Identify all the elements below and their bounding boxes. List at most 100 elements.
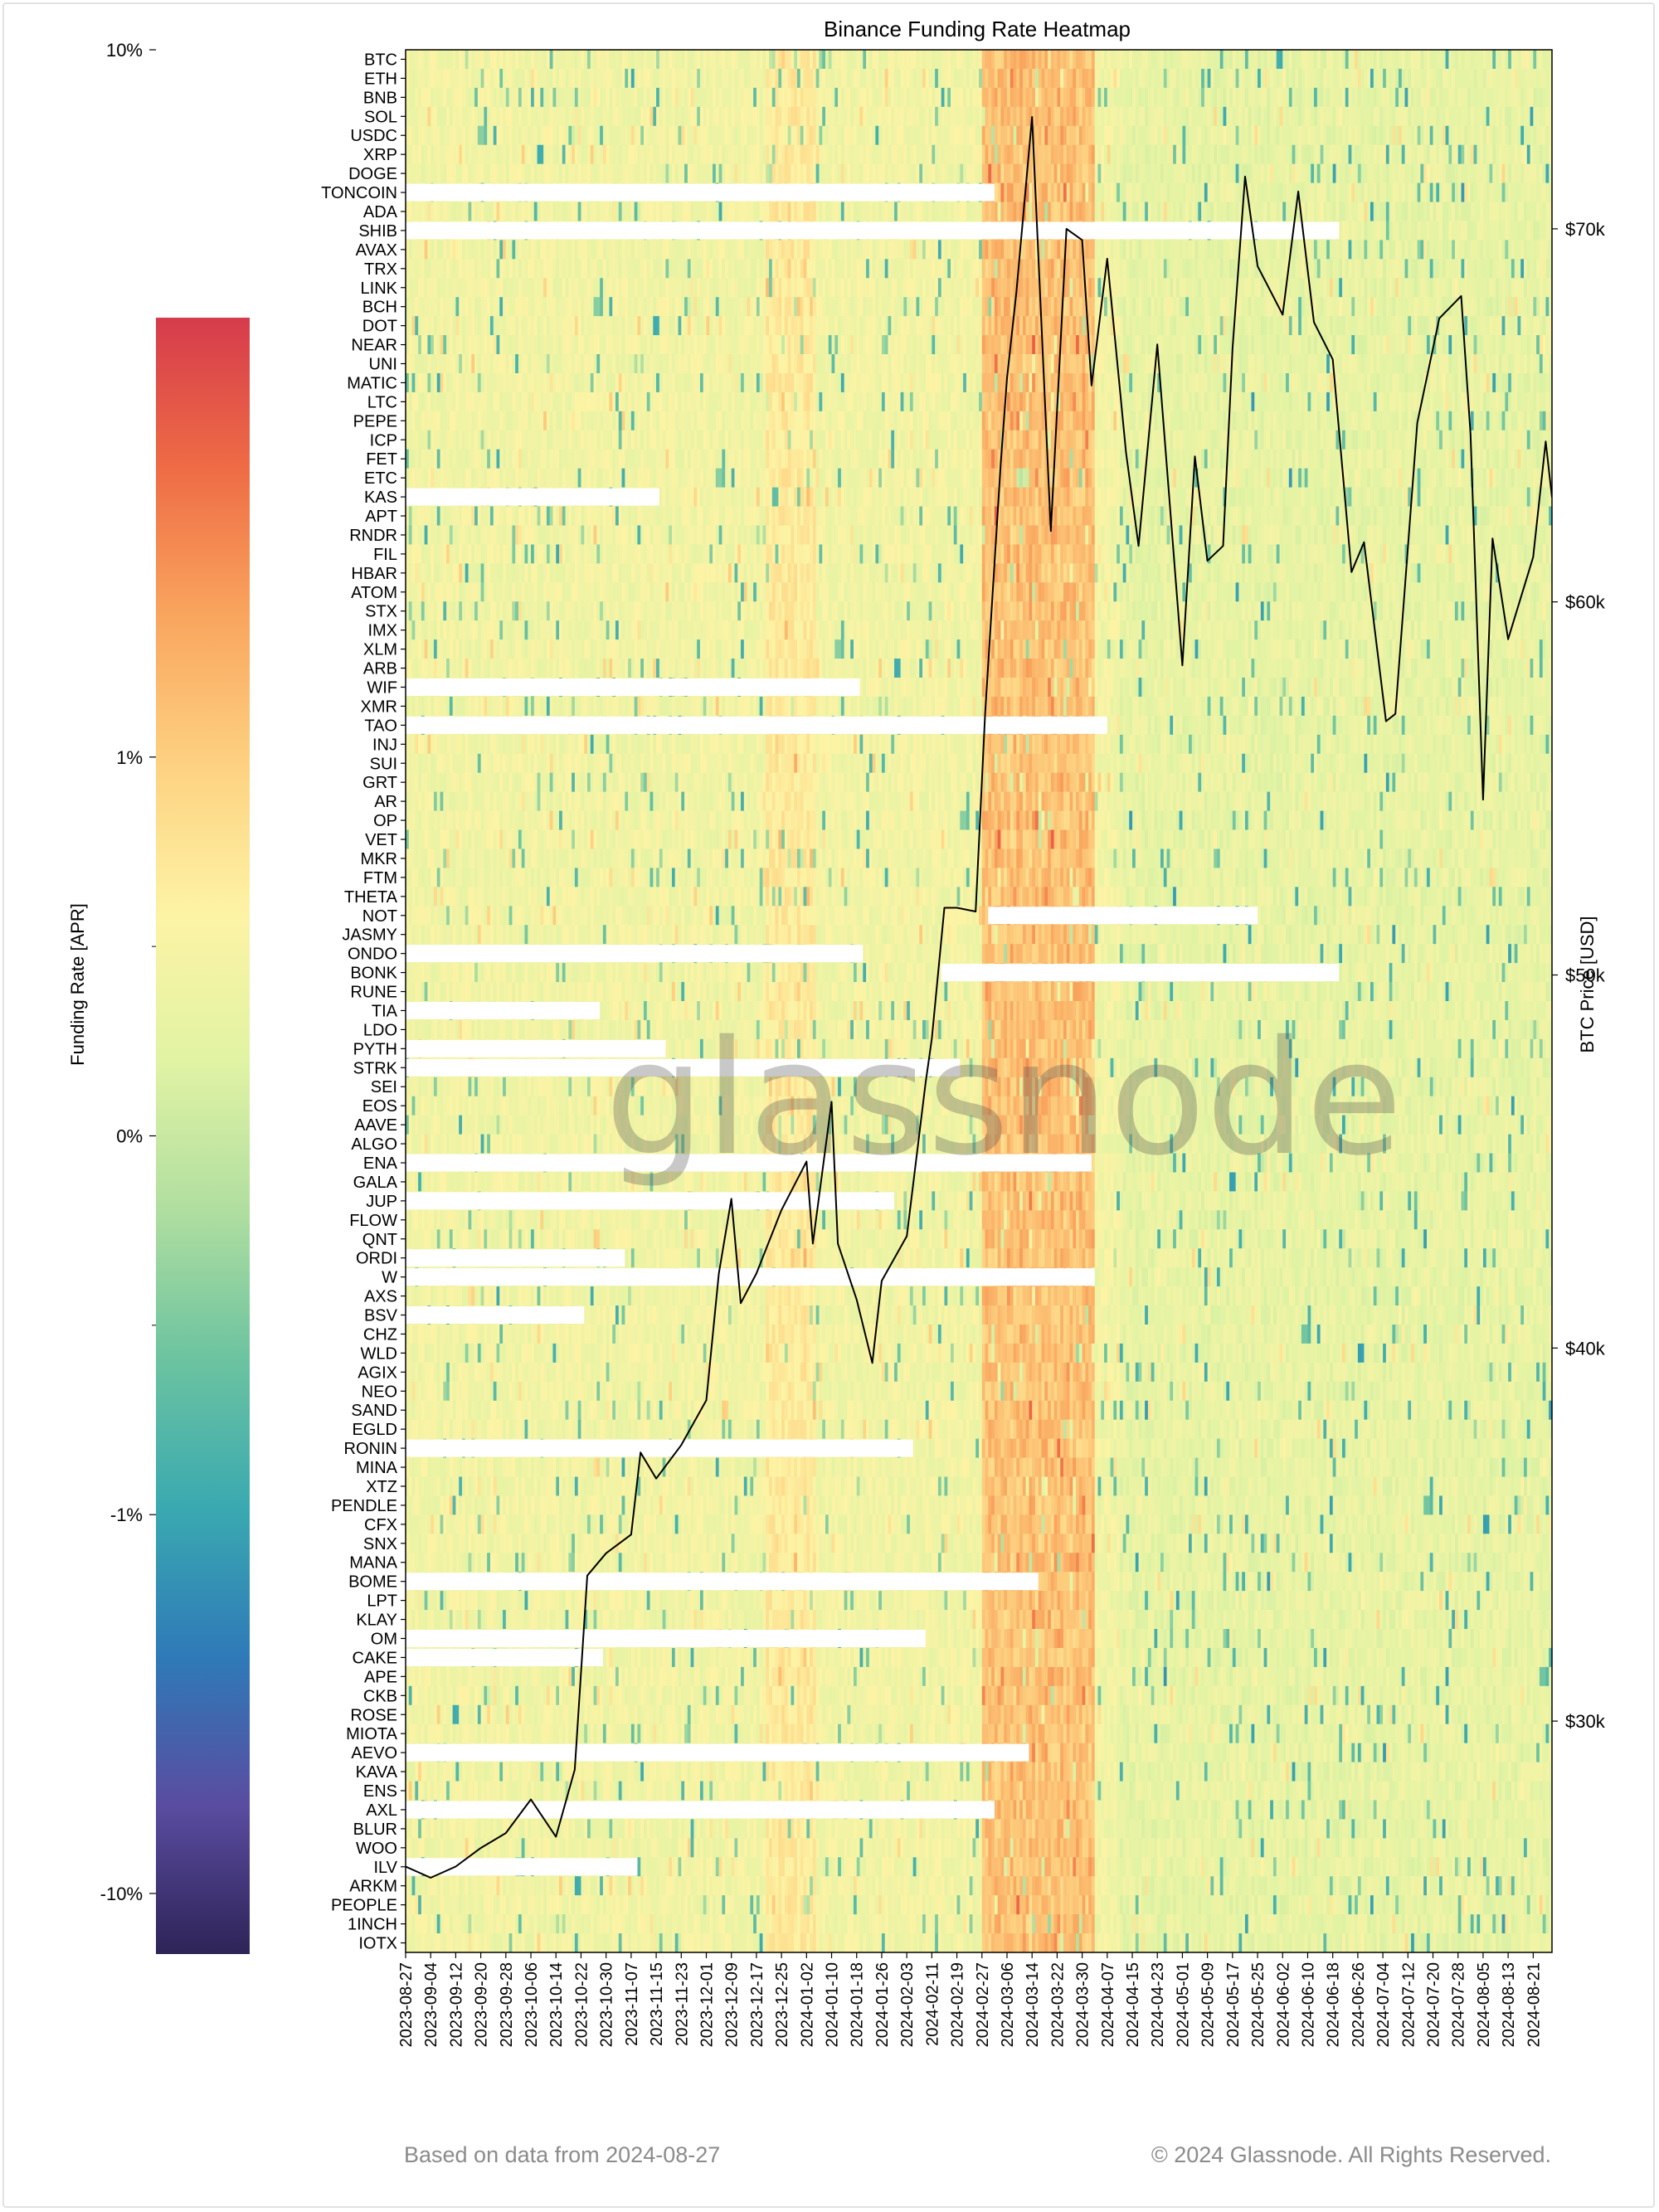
heatmap-cell	[425, 259, 428, 279]
heatmap-cell	[1026, 50, 1029, 70]
heatmap-cell	[534, 259, 538, 279]
heatmap-cell	[1039, 164, 1042, 184]
heatmap-cell	[459, 69, 462, 89]
heatmap-cell	[672, 202, 675, 222]
heatmap-cell	[776, 259, 779, 279]
heatmap-cell	[1157, 145, 1160, 165]
heatmap-cell	[732, 164, 735, 184]
heatmap-cell	[1374, 183, 1377, 203]
heatmap-cell	[446, 202, 450, 222]
heatmap-cell	[622, 107, 625, 127]
heatmap-cell	[1092, 164, 1095, 184]
heatmap-cell	[453, 202, 456, 222]
heatmap-cell	[578, 107, 581, 127]
heatmap-cell	[1164, 259, 1167, 279]
heatmap-cell	[1154, 88, 1157, 108]
heatmap-cell	[1467, 202, 1471, 222]
heatmap-cell	[741, 126, 744, 146]
heatmap-cell	[1270, 202, 1273, 222]
heatmap-cell	[1333, 88, 1336, 108]
heatmap-cell	[907, 126, 910, 146]
heatmap-cell	[1383, 164, 1386, 184]
heatmap-cell	[1543, 202, 1546, 222]
heatmap-cell	[1258, 164, 1261, 184]
heatmap-cell	[882, 69, 885, 89]
heatmap-cell	[1405, 145, 1408, 165]
heatmap-cell	[860, 126, 864, 146]
heatmap-cell	[494, 88, 497, 108]
heatmap-cell	[503, 145, 506, 165]
heatmap-cell	[1004, 145, 1007, 165]
heatmap-cell	[1120, 145, 1123, 165]
heatmap-cell	[1492, 221, 1496, 241]
heatmap-cell	[1233, 69, 1236, 89]
heatmap-cell	[587, 50, 591, 70]
heatmap-cell	[1511, 183, 1515, 203]
heatmap-cell	[919, 164, 922, 184]
heatmap-cell	[494, 69, 497, 89]
heatmap-cell	[1097, 164, 1101, 184]
heatmap-cell	[450, 145, 453, 165]
heatmap-cell	[434, 88, 437, 108]
heatmap-cell	[1111, 69, 1114, 89]
heatmap-cell	[656, 88, 659, 108]
heatmap-cell	[1195, 183, 1199, 203]
heatmap-cell	[1439, 240, 1443, 260]
heatmap-cell	[1545, 202, 1549, 222]
heatmap-cell	[609, 88, 612, 108]
heatmap-cell	[1455, 50, 1458, 70]
heatmap-cell	[947, 259, 951, 279]
heatmap-cell	[681, 164, 684, 184]
heatmap-cell	[1499, 240, 1502, 260]
heatmap-cell	[850, 88, 854, 108]
heatmap-cell	[1533, 126, 1536, 146]
heatmap-cell	[531, 202, 534, 222]
heatmap-cell	[697, 145, 700, 165]
heatmap-cell	[1095, 50, 1098, 70]
heatmap-cell	[631, 88, 635, 108]
heatmap-cell	[991, 164, 995, 184]
heatmap-cell	[757, 126, 760, 146]
heatmap-cell	[916, 240, 919, 260]
heatmap-cell	[688, 107, 691, 127]
heatmap-cell	[891, 69, 894, 89]
heatmap-cell	[596, 69, 600, 89]
heatmap-cell	[515, 88, 518, 108]
heatmap-cell	[832, 145, 835, 165]
heatmap-cell	[440, 50, 444, 70]
heatmap-cell	[1477, 221, 1480, 241]
heatmap-cell	[781, 50, 785, 70]
heatmap-cell	[800, 164, 804, 184]
heatmap-cell	[1180, 69, 1183, 89]
heatmap-cell	[970, 69, 973, 89]
heatmap-cell	[515, 259, 518, 279]
heatmap-cell	[1254, 69, 1258, 89]
heatmap-cell	[1530, 202, 1534, 222]
heatmap-cell	[1286, 69, 1289, 89]
heatmap-cell	[622, 145, 625, 165]
heatmap-cell	[572, 164, 575, 184]
heatmap-cell	[437, 145, 440, 165]
heatmap-cell	[581, 259, 584, 279]
heatmap-cell	[578, 69, 581, 89]
heatmap-cell	[688, 69, 691, 89]
heatmap-cell	[412, 240, 416, 260]
heatmap-cell	[781, 259, 785, 279]
heatmap-cell	[1101, 164, 1104, 184]
heatmap-cell	[1063, 107, 1067, 127]
heatmap-cell	[1379, 202, 1383, 222]
heatmap-cell	[762, 107, 766, 127]
heatmap-cell	[1120, 240, 1123, 260]
heatmap-cell	[1536, 69, 1540, 89]
heatmap-cell	[1095, 107, 1098, 127]
heatmap-cell	[1044, 126, 1048, 146]
heatmap-cell	[484, 50, 487, 70]
heatmap-cell	[1029, 240, 1032, 260]
heatmap-cell	[679, 259, 682, 279]
heatmap-cell	[612, 259, 615, 279]
heatmap-cell	[813, 69, 816, 89]
heatmap-cell	[888, 88, 892, 108]
heatmap-cell	[1195, 259, 1199, 279]
heatmap-cell	[1433, 221, 1437, 241]
heatmap-cell	[1508, 164, 1511, 184]
